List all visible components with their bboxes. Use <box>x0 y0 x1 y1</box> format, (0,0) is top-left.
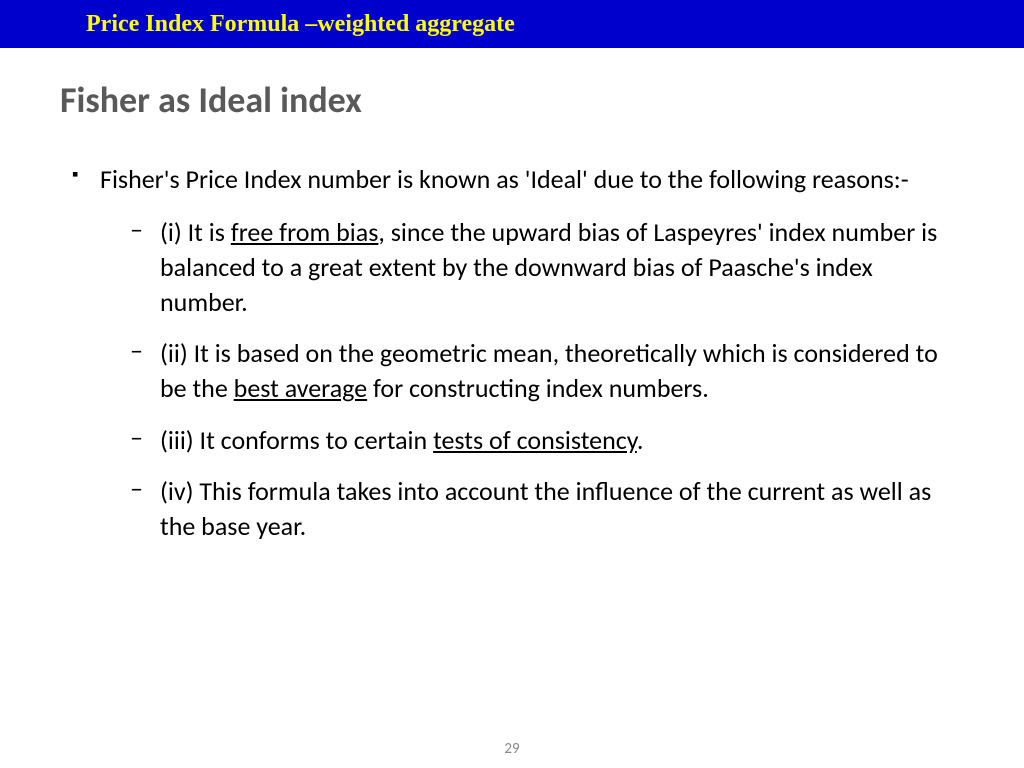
intro-bullet: Fisher's Price Index number is known as … <box>100 162 964 544</box>
point-4: (iv) This formula takes into account the… <box>160 474 954 544</box>
point-3-suffix: . <box>637 424 644 456</box>
point-3-underline: tests of consistency <box>433 424 637 456</box>
slide-title: Fisher as Ideal index <box>60 78 964 122</box>
point-2-underline: best average <box>234 372 367 404</box>
point-1-underline: free from bias <box>231 216 379 248</box>
sub-bullet-list: (i) It is free from bias, since the upwa… <box>100 215 954 544</box>
main-bullet-list: Fisher's Price Index number is known as … <box>60 162 964 544</box>
point-4-text: (iv) This formula takes into account the… <box>160 475 931 542</box>
point-2: (ii) It is based on the geometric mean, … <box>160 336 954 406</box>
point-3: (iii) It conforms to certain tests of co… <box>160 423 954 458</box>
point-2-suffix: for constructing index numbers. <box>367 372 709 404</box>
intro-text: Fisher's Price Index number is known as … <box>100 163 909 195</box>
point-3-prefix: (iii) It conforms to certain <box>160 424 433 456</box>
header-title: Price Index Formula –weighted aggregate <box>86 11 515 38</box>
page-number: 29 <box>0 740 1024 758</box>
point-1-prefix: (i) It is <box>160 216 231 248</box>
point-1: (i) It is free from bias, since the upwa… <box>160 215 954 320</box>
slide-content: Fisher as Ideal index Fisher's Price Ind… <box>0 48 1024 544</box>
header-bar: Price Index Formula –weighted aggregate <box>0 0 1024 48</box>
